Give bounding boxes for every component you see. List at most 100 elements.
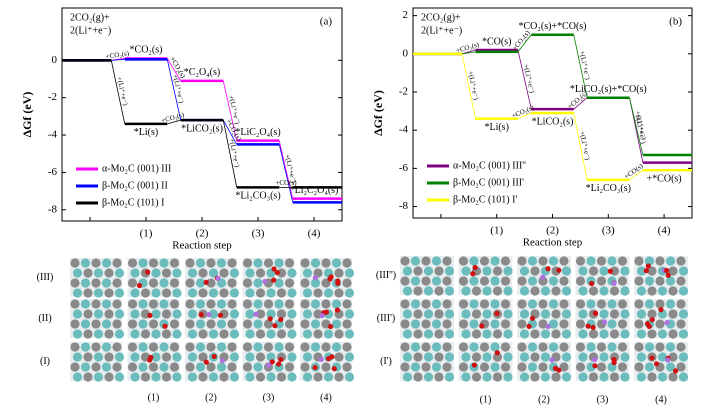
atom bbox=[400, 276, 410, 286]
atom bbox=[431, 362, 442, 372]
connector bbox=[517, 112, 532, 120]
atom bbox=[444, 329, 455, 339]
atom bbox=[540, 372, 551, 382]
connector bbox=[166, 59, 182, 121]
atom bbox=[198, 288, 208, 298]
adsorbate bbox=[276, 361, 282, 367]
legend-label: α-Mo₂C (001) III'' bbox=[453, 160, 526, 171]
atom bbox=[620, 329, 630, 339]
connector bbox=[167, 119, 181, 125]
adsorbate bbox=[494, 310, 500, 317]
atom bbox=[83, 352, 93, 362]
atom bbox=[302, 329, 313, 339]
atom bbox=[114, 352, 125, 362]
connector bbox=[111, 58, 125, 61]
atom bbox=[559, 276, 569, 286]
atom bbox=[482, 352, 492, 362]
atom bbox=[410, 362, 421, 372]
atom bbox=[530, 266, 540, 276]
atom bbox=[104, 268, 114, 278]
atom bbox=[599, 372, 609, 382]
atom bbox=[169, 362, 180, 372]
atom bbox=[636, 266, 647, 276]
adsorbate bbox=[215, 275, 221, 281]
atom bbox=[578, 372, 588, 382]
atom bbox=[245, 372, 255, 382]
adsorbate bbox=[327, 276, 333, 282]
structure-image bbox=[400, 342, 455, 382]
atom bbox=[657, 372, 668, 382]
state-label: *C₂O₄(s) bbox=[184, 67, 220, 78]
structure-image bbox=[517, 256, 572, 296]
atom bbox=[599, 266, 609, 276]
atom bbox=[287, 309, 297, 319]
atom bbox=[245, 352, 255, 362]
atom bbox=[413, 266, 423, 276]
atom bbox=[655, 299, 665, 309]
atom bbox=[266, 372, 276, 382]
atom bbox=[442, 319, 452, 329]
atom bbox=[101, 319, 112, 329]
atom bbox=[323, 288, 334, 298]
atom bbox=[242, 278, 253, 288]
adsorbate bbox=[643, 268, 649, 274]
state-label: *LiCO₂(s) bbox=[181, 123, 223, 134]
atom bbox=[665, 256, 676, 266]
atom bbox=[668, 309, 678, 319]
atom bbox=[344, 372, 355, 382]
atom bbox=[503, 352, 513, 362]
atom bbox=[242, 258, 253, 268]
atom bbox=[469, 256, 479, 266]
atom bbox=[461, 309, 471, 319]
atom bbox=[442, 362, 452, 372]
atom bbox=[334, 329, 344, 339]
atom bbox=[479, 299, 490, 309]
structure-column-label: (1) bbox=[148, 392, 160, 403]
atom bbox=[559, 319, 569, 329]
adsorbate bbox=[323, 309, 330, 315]
atom bbox=[575, 319, 586, 329]
atom bbox=[127, 258, 138, 268]
structure-image bbox=[242, 342, 297, 382]
atom bbox=[112, 258, 122, 268]
atom bbox=[344, 268, 355, 278]
atom bbox=[91, 299, 101, 309]
atom bbox=[517, 319, 527, 329]
y-tick-label: -2 bbox=[399, 86, 408, 98]
atom bbox=[634, 319, 644, 329]
adsorbate bbox=[262, 278, 268, 285]
atom bbox=[634, 362, 644, 372]
atom bbox=[216, 319, 227, 329]
atom bbox=[91, 319, 101, 329]
atom bbox=[492, 372, 503, 382]
atom bbox=[530, 352, 540, 362]
legend-label: β-Mo₂C (001) III' bbox=[453, 177, 524, 188]
atom bbox=[517, 342, 527, 352]
atom bbox=[617, 299, 628, 309]
atom bbox=[242, 319, 253, 329]
atom bbox=[195, 258, 206, 268]
panel-label: (a) bbox=[320, 16, 333, 28]
structure-image bbox=[242, 258, 297, 298]
atom bbox=[255, 309, 266, 319]
atom bbox=[101, 278, 112, 288]
x-tick-label: (1) bbox=[490, 225, 503, 237]
atom bbox=[138, 258, 148, 268]
adsorbate bbox=[479, 323, 485, 329]
atom bbox=[503, 372, 513, 382]
y-tick-label: 0 bbox=[52, 54, 58, 66]
structure-column-label: (1) bbox=[480, 394, 492, 405]
atom bbox=[620, 352, 630, 362]
atom bbox=[517, 256, 527, 266]
structure-image bbox=[127, 299, 182, 339]
y-tick-label: 2 bbox=[403, 9, 409, 21]
x-tick-label: (3) bbox=[602, 225, 615, 237]
atom bbox=[342, 299, 352, 309]
x-tick-label: (2) bbox=[196, 228, 209, 240]
atom bbox=[676, 299, 686, 309]
atom bbox=[169, 299, 180, 309]
structure-row-label: (I) bbox=[40, 356, 50, 367]
x-tick-label: (1) bbox=[140, 228, 153, 240]
adsorbate bbox=[162, 323, 168, 329]
atom bbox=[596, 256, 607, 266]
